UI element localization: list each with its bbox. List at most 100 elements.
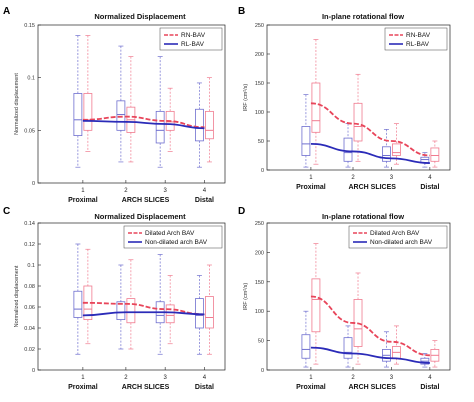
- legend-box: [348, 225, 448, 249]
- box-iqr: [165, 304, 175, 324]
- legend-label: Dilated Arch BAV: [370, 230, 420, 237]
- y-tick-label: 150: [255, 81, 264, 87]
- panel-a: A Normalized Displacement 0 0.05 0.1 0.15 No…: [3, 6, 226, 204]
- y-tick-label: 50: [258, 139, 264, 145]
- x-tick-label: 1: [81, 188, 85, 194]
- panel-title: In-plane rotational flow: [322, 212, 404, 221]
- panel-d: D In-plane rotational flow 0 50 100 150 200 2…: [238, 206, 451, 391]
- x-label-start: Proximal: [296, 384, 326, 391]
- trend-line-red: [310, 102, 430, 157]
- x-label-end: Distal: [195, 197, 214, 204]
- box-iqr: [205, 110, 214, 140]
- x-tick-label: 2: [351, 375, 355, 381]
- box-iqr: [155, 110, 165, 144]
- panel-title: Normalized Displacement: [94, 212, 186, 221]
- y-tick-label: 50: [258, 339, 264, 345]
- box-iqr: [311, 82, 321, 133]
- y-tick-label: 250: [255, 221, 264, 227]
- plot-area: [266, 24, 451, 171]
- legend: RN-BAV RL-BAV: [159, 27, 223, 51]
- trend-line-blue: [82, 311, 205, 317]
- box-iqr: [430, 147, 440, 162]
- x-tick-label: 4: [203, 188, 207, 194]
- box-iqr: [116, 301, 126, 321]
- panel-title: In-plane rotational flow: [322, 12, 404, 21]
- trend-line-red: [310, 295, 430, 357]
- y-tick-label: 0.04: [24, 326, 35, 332]
- panel-letter: C: [3, 206, 10, 217]
- y-axis-label: Normalized displacement: [14, 73, 20, 135]
- trend-line-red: [82, 301, 205, 316]
- box-iqr: [392, 143, 401, 156]
- y-axis-label: IRF (cm²/s): [243, 283, 249, 311]
- x-axis-title: ARCH SLICES: [122, 197, 170, 204]
- x-axis-title: ARCH SLICES: [348, 384, 396, 391]
- trend-line-red: [82, 115, 205, 129]
- y-tick-label: 100: [255, 309, 264, 315]
- y-tick-label: 0: [32, 181, 35, 187]
- legend-label: Dilated Arch BAV: [145, 230, 195, 237]
- plot-area: [37, 24, 226, 184]
- x-label-start: Proximal: [68, 197, 98, 204]
- y-tick-label: 0: [32, 368, 35, 374]
- y-tick-label: 0.14: [24, 221, 35, 227]
- box-iqr: [73, 93, 83, 137]
- x-axis-title: ARCH SLICES: [348, 184, 396, 191]
- panel-b: B In-plane rotational flow 0 50 100 150 200 2…: [238, 6, 451, 191]
- box-iqr: [73, 290, 83, 318]
- x-tick-label: 1: [309, 175, 313, 181]
- x-label-end: Distal: [195, 384, 214, 391]
- legend: RN-BAV RL-BAV: [384, 27, 448, 51]
- y-tick-label: 0.12: [24, 242, 35, 248]
- y-tick-label: 0: [261, 168, 264, 174]
- x-tick-label: 3: [390, 175, 394, 181]
- y-tick-label: 200: [255, 52, 264, 58]
- plot-area: [37, 222, 226, 371]
- y-tick-label: 200: [255, 250, 264, 256]
- y-tick-label: 0.08: [24, 284, 35, 290]
- y-tick-label: 250: [255, 23, 264, 29]
- box-iqr: [343, 337, 353, 359]
- legend: Dilated Arch BAV Non-dilated arch BAV: [348, 225, 448, 249]
- x-tick-label: 3: [163, 375, 167, 381]
- trend-line-blue: [310, 143, 430, 164]
- box-iqr: [343, 137, 353, 162]
- box-iqr: [83, 93, 93, 131]
- y-axis-label: IRF (cm²/s): [243, 84, 249, 112]
- x-tick-label: 4: [428, 175, 432, 181]
- legend-box: [123, 225, 223, 249]
- box-iqr: [126, 298, 136, 324]
- y-axis-label: Normalized displacement: [14, 265, 20, 327]
- x-tick-label: 3: [390, 375, 394, 381]
- y-tick-label: 100: [255, 110, 264, 116]
- x-label-end: Distal: [420, 384, 439, 391]
- y-tick-label: 0.02: [24, 347, 35, 353]
- x-tick-label: 2: [351, 175, 355, 181]
- box-iqr: [195, 108, 204, 142]
- panel-title: Normalized Displacement: [94, 12, 186, 21]
- box-iqr: [301, 126, 311, 156]
- plot-area: [266, 222, 451, 371]
- x-tick-label: 4: [203, 375, 207, 381]
- legend-label: RN-BAV: [406, 32, 431, 39]
- legend: Dilated Arch BAV Non-dilated arch BAV: [123, 225, 223, 249]
- x-tick-label: 4: [428, 375, 432, 381]
- legend-label: RL-BAV: [406, 41, 430, 48]
- x-label-end: Distal: [420, 184, 439, 191]
- y-tick-label: 0.1: [27, 76, 35, 82]
- y-tick-label: 0.15: [24, 23, 35, 29]
- box-iqr: [353, 102, 363, 142]
- panel-letter: A: [3, 6, 10, 17]
- box-iqr: [301, 334, 311, 359]
- box-iqr: [116, 100, 126, 131]
- x-tick-label: 2: [124, 375, 128, 381]
- x-tick-label: 3: [163, 188, 167, 194]
- legend-label: RL-BAV: [181, 41, 205, 48]
- trend-line-blue: [310, 346, 430, 364]
- x-tick-label: 2: [124, 188, 128, 194]
- legend-label: RN-BAV: [181, 32, 206, 39]
- x-tick-label: 1: [309, 375, 313, 381]
- x-label-start: Proximal: [296, 184, 326, 191]
- legend-label: Non-dilated arch BAV: [145, 239, 208, 246]
